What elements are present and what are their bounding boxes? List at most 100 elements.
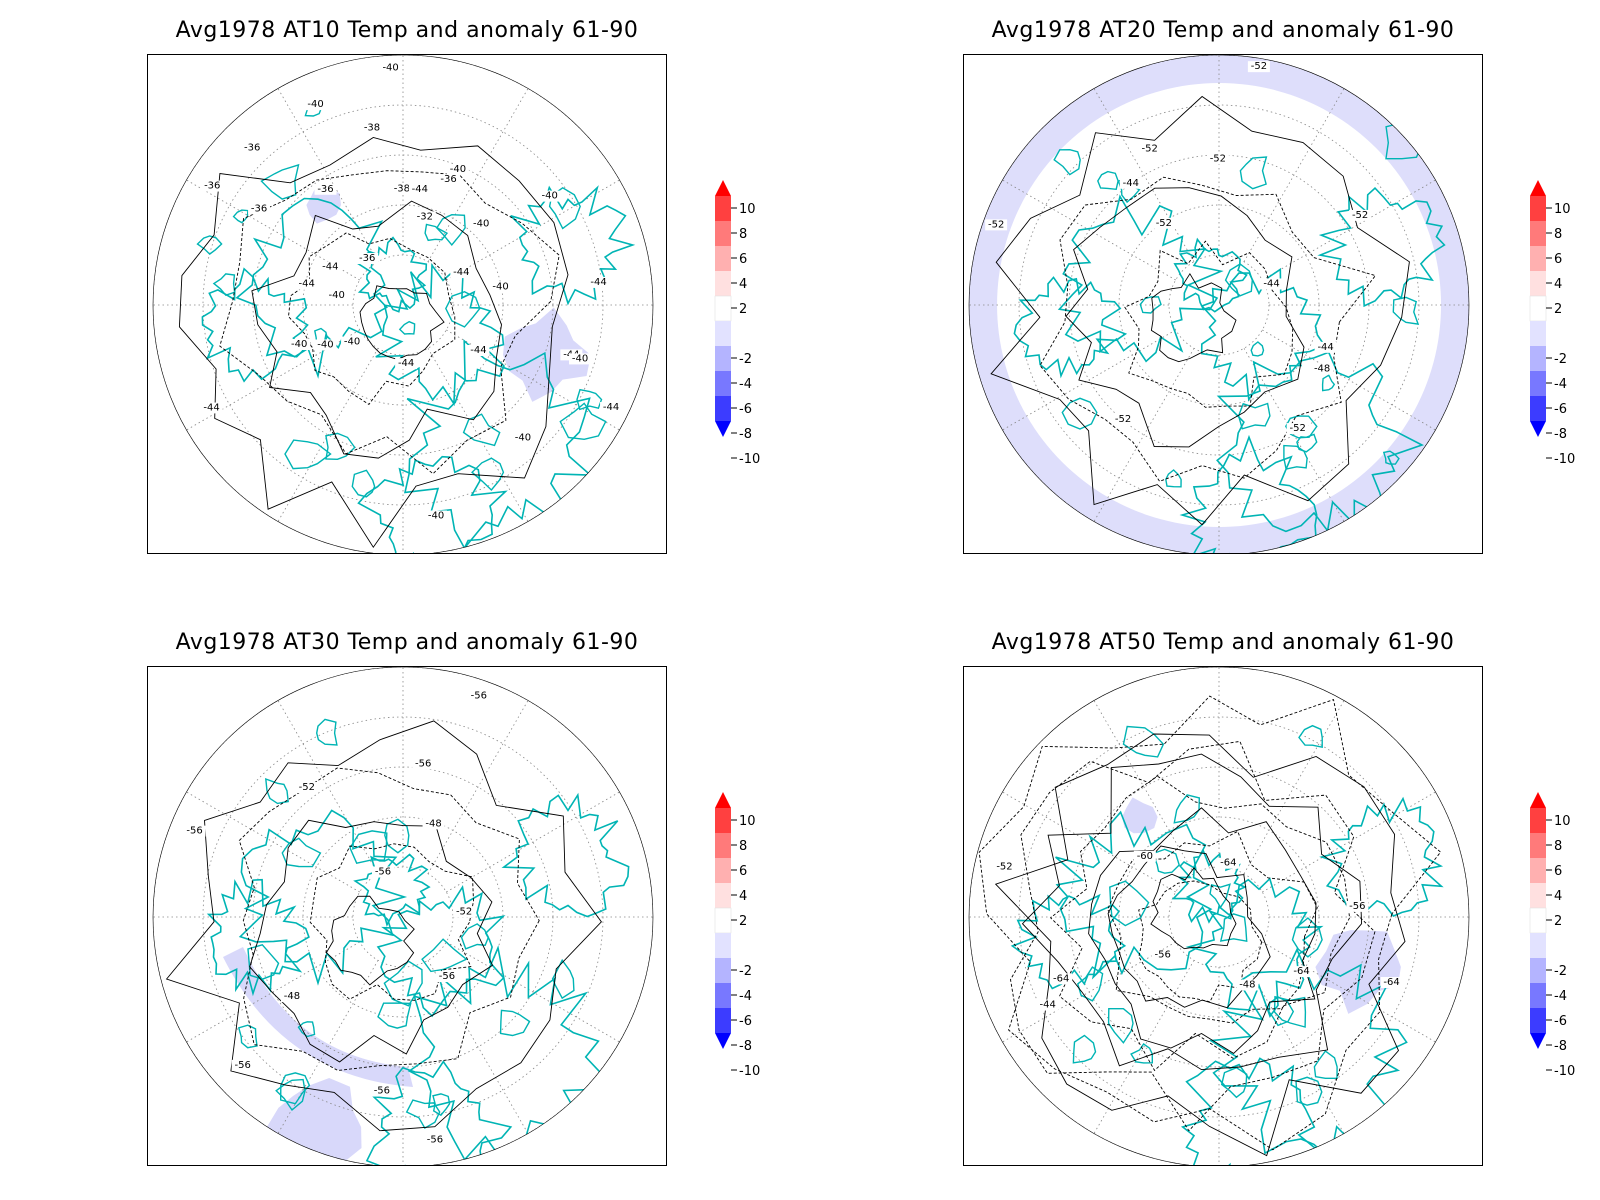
contour-label-bg — [600, 401, 623, 413]
contour-label-bg — [1346, 900, 1369, 912]
contour-label: -52 — [1290, 423, 1306, 434]
map-layer: -56 -64 -64 -44 -48 -52 -56 -60 -64 -64 — [969, 667, 1469, 1165]
meridian-line — [277, 960, 379, 1134]
meridian-line — [1243, 348, 1345, 522]
map-layer: -44-40-36-36-40-40-44-40-44-44-36-38-36-… — [153, 55, 653, 553]
contour-label-bg — [437, 174, 460, 186]
colorbar-segment — [1530, 321, 1546, 346]
coastline — [1013, 276, 1128, 379]
contour-label: -40 — [473, 219, 489, 230]
contour-label-bg — [360, 122, 383, 134]
colorbar-segment — [715, 196, 731, 221]
island-coastline — [1239, 156, 1268, 190]
colorbar-label: 6 — [1554, 252, 1562, 267]
meridian-line — [427, 960, 529, 1134]
colorbar-label: -2 — [739, 352, 752, 367]
colorbar-label: -8 — [739, 1039, 752, 1054]
latitude-circle — [302, 204, 504, 406]
island-coastline — [232, 209, 249, 224]
colorbar-label: 10 — [1554, 814, 1571, 829]
colorbar-segment — [1530, 858, 1546, 883]
contour-label-bg — [319, 261, 342, 273]
contour-label-bg — [511, 432, 534, 444]
temperature-contour — [1138, 880, 1263, 1003]
meridian-line — [427, 88, 529, 262]
contour-label: -52 — [1115, 414, 1131, 425]
contour-label: -52 — [996, 861, 1012, 872]
meridian-line — [1093, 88, 1195, 262]
contour-label-bg — [1314, 341, 1337, 353]
island-coastline — [237, 1024, 258, 1049]
contour-label: -40 — [428, 511, 444, 522]
temperature-contour — [1150, 867, 1237, 950]
colorbar-label: 2 — [739, 914, 747, 929]
colorbar-label: 10 — [739, 202, 756, 217]
coastline — [235, 197, 388, 379]
contour-label-bg — [587, 276, 610, 288]
coastline — [357, 455, 508, 553]
map-svg: -56 -64 -64 -44 -48 -52 -56 -60 -64 -64 — [968, 667, 1470, 1165]
contour-label-bg — [390, 183, 413, 195]
island-coastline — [196, 235, 223, 256]
contour-label-bg — [372, 866, 395, 878]
panel-title: Avg1978 AT50 Temp and anomaly 61-90 — [991, 630, 1455, 655]
colorbar-segment — [1530, 221, 1546, 246]
temperature-contour — [251, 200, 502, 459]
contour-label: -36 — [317, 184, 333, 195]
contour-label: -60 — [1137, 851, 1153, 862]
contour-label-bg — [1236, 979, 1259, 991]
contour-label: -44 — [1040, 1000, 1056, 1011]
colorbar-label: 2 — [1554, 302, 1562, 317]
contour-label-bg — [453, 906, 476, 918]
contour-label: -40 — [317, 340, 333, 351]
island-coastline — [1061, 397, 1098, 430]
colorbar-segment — [715, 321, 731, 346]
island-coastline — [212, 273, 236, 297]
temperature-contour — [359, 285, 445, 360]
colorbar-label: 6 — [739, 864, 747, 879]
colorbar-segment — [715, 346, 731, 371]
colorbar-label: 8 — [1554, 839, 1562, 854]
island-coastline — [462, 413, 501, 447]
contour-label: -44 — [453, 267, 469, 278]
colorbar-label: 4 — [1554, 277, 1562, 292]
contour-label: -64 — [1293, 966, 1309, 977]
temperature-contour — [1039, 176, 1377, 482]
meridian-line — [1093, 700, 1195, 874]
contour-label-bg — [1206, 153, 1229, 165]
colorbar-label: 8 — [1554, 227, 1562, 242]
colorbar-label: 8 — [739, 839, 747, 854]
colorbar: 10 8 6 4 2 -2 -4 -6 -8 -10 — [1529, 792, 1575, 1079]
colorbar-segment — [1530, 833, 1546, 858]
island-coastline — [325, 432, 356, 461]
island-coastline — [1107, 1008, 1134, 1044]
contour-label-bg — [1138, 143, 1161, 155]
colorbar-label: -6 — [739, 402, 752, 417]
colorbar-segment — [1530, 271, 1546, 296]
contour-label-bg — [248, 203, 271, 215]
meridian-line — [1262, 329, 1436, 431]
contour-label-bg — [325, 290, 348, 302]
contour-label-bg — [408, 183, 431, 195]
coastline — [1319, 796, 1444, 917]
contour-label-bg — [304, 99, 327, 111]
contour-label: -40 — [542, 191, 558, 202]
island-coastline — [424, 223, 449, 242]
temperature-contour — [1021, 753, 1363, 1071]
contour-label: -40 — [515, 432, 531, 443]
colorbar-segment — [1529, 907, 1547, 934]
island-coastline — [1268, 996, 1295, 1027]
island-coastline — [1313, 1050, 1338, 1079]
island-coastline — [281, 837, 322, 868]
contour-label: -44 — [203, 403, 219, 414]
colorbar-segment — [715, 1008, 731, 1033]
contour-label: -36 — [359, 253, 375, 264]
contour-label-bg — [412, 758, 435, 770]
map-boundary — [968, 55, 1470, 553]
island-coastline — [284, 439, 332, 470]
polar-map: -56 -56 -52 -48 -56 -56 -56 -48 -52 -56 -56 -56 — [147, 666, 667, 1166]
contour-label-bg — [435, 971, 458, 983]
contour-label-bg — [450, 267, 473, 279]
coastline — [1010, 893, 1127, 990]
contour-label-bg — [985, 219, 1008, 231]
